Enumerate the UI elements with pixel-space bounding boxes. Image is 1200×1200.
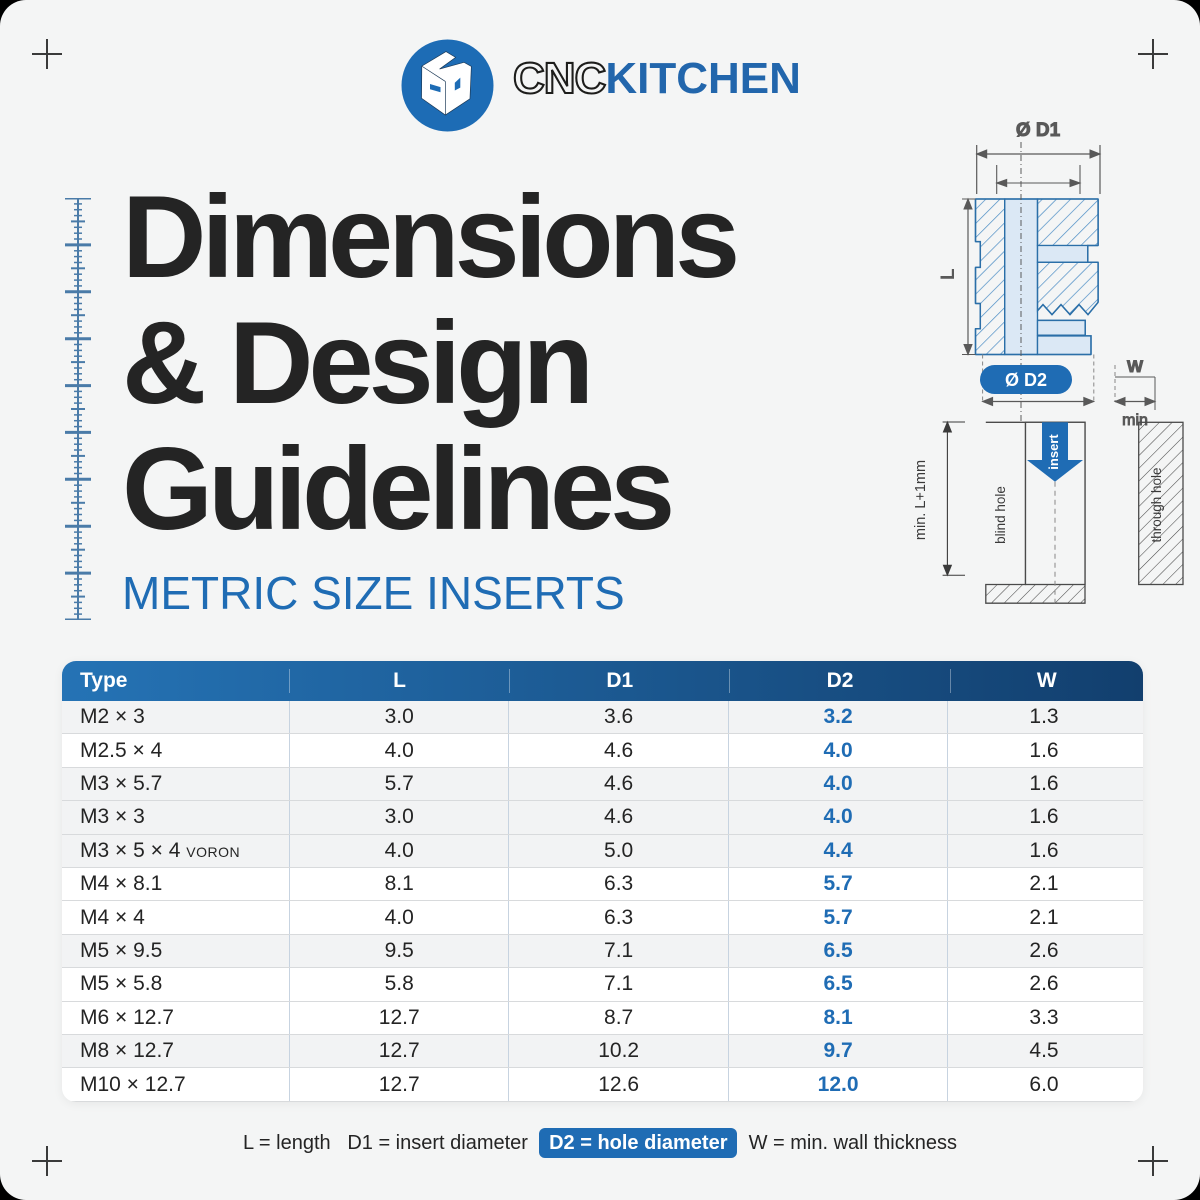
svg-text:min. L+1mm: min. L+1mm xyxy=(913,460,929,540)
svg-text:Ø D1: Ø D1 xyxy=(1016,120,1061,141)
svg-text:blind hole: blind hole xyxy=(993,486,1008,544)
svg-text:Ø D2: Ø D2 xyxy=(1005,370,1047,390)
svg-text:insert: insert xyxy=(1046,434,1061,470)
svg-text:through hole: through hole xyxy=(1149,467,1164,542)
svg-text:W: W xyxy=(1127,357,1144,376)
